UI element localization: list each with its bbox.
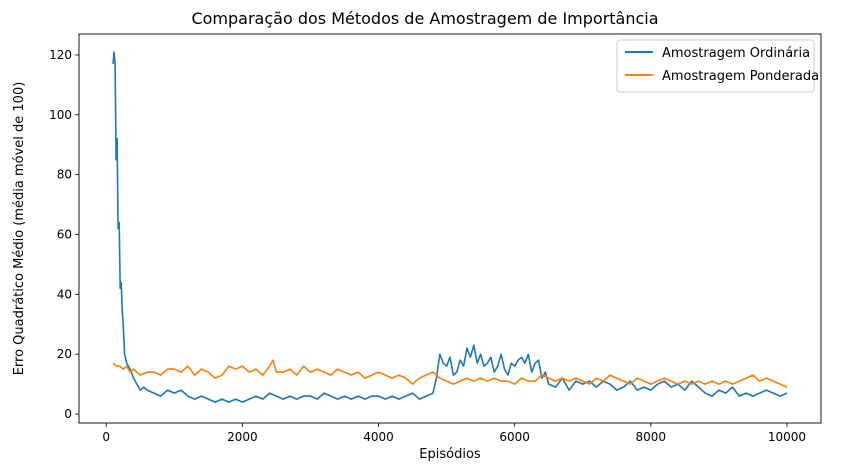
y-tick-label: 120 <box>49 48 72 62</box>
y-tick-label: 60 <box>57 227 72 241</box>
y-tick-label: 100 <box>49 108 72 122</box>
y-tick-label: 40 <box>57 287 72 301</box>
x-tick-label: 10000 <box>768 430 806 444</box>
legend-label-ponderada: Amostragem Ponderada <box>662 69 819 84</box>
legend-label-ordinaria: Amostragem Ordinária <box>662 46 810 61</box>
x-tick-label: 6000 <box>499 430 530 444</box>
y-axis-label: Erro Quadrático Médio (média móvel de 10… <box>12 82 27 376</box>
y-tick-label: 0 <box>64 407 72 421</box>
x-tick-label: 2000 <box>227 430 258 444</box>
series-line-ordinaria <box>112 51 788 403</box>
legend-box <box>616 39 815 93</box>
series-layer <box>112 51 788 403</box>
y-tick-label: 20 <box>57 347 72 361</box>
series-line-ponderada <box>112 359 788 388</box>
chart-title: Comparação dos Métodos de Amostragem de … <box>191 9 658 28</box>
plot-area <box>78 33 822 424</box>
x-tick-label: 4000 <box>363 430 394 444</box>
x-tick-label: 0 <box>102 430 110 444</box>
y-axis-ticks: 0 20 40 60 80 100 120 <box>49 48 79 421</box>
x-axis-label: Episódios <box>419 447 481 462</box>
x-axis-ticks: 0 2000 4000 6000 8000 10000 <box>102 423 806 444</box>
y-tick-label: 80 <box>57 168 72 182</box>
x-tick-label: 8000 <box>636 430 667 444</box>
legend: Amostragem Ordinária Amostragem Ponderad… <box>616 39 819 93</box>
